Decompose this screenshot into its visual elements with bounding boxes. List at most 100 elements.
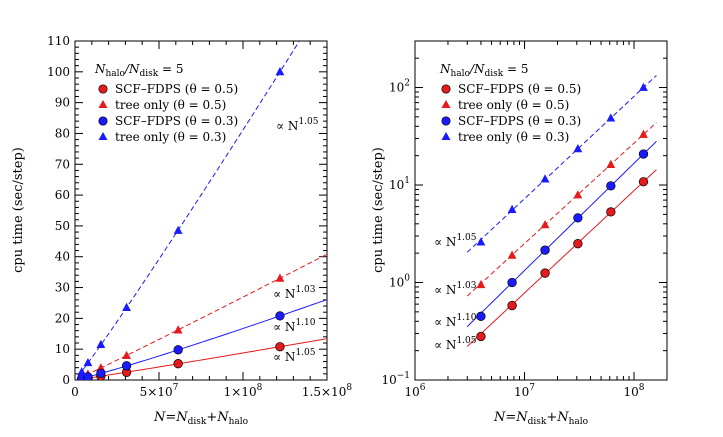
right-x-tick-label: 106 [404, 383, 425, 399]
right-legend-label-tree-05: tree only (θ = 0.5) [458, 98, 569, 112]
right-legend-header: Nhalo/Ndisk = 5 [439, 62, 529, 79]
right-point-scf-05 [573, 239, 583, 249]
left-legend-marker-scf-03 [98, 116, 108, 126]
right-legend-marker-scf-03 [441, 116, 451, 126]
left-legend: Nhalo/Ndisk = 5 SCF–FDPS (θ = 0.5) tree … [94, 62, 238, 144]
right-fit-line-tree-05 [466, 122, 657, 297]
left-legend-marker-scf-05 [98, 84, 108, 94]
right-point-tree-03 [639, 82, 648, 91]
right-ticks: 106 107 108 10−1 100 101 102 [381, 40, 668, 399]
right-point-scf-05 [606, 207, 616, 217]
right-point-tree-03 [606, 113, 616, 122]
right-point-scf-05 [476, 331, 486, 342]
right-point-scf-03 [507, 277, 517, 288]
right-markers [476, 82, 649, 342]
left-legend-entry-scf-05: SCF–FDPS (θ = 0.5) [98, 82, 238, 96]
left-legend-marker-tree-05 [98, 100, 108, 108]
left-legend-entry-scf-03: SCF–FDPS (θ = 0.3) [98, 114, 238, 128]
left-legend-header: Nhalo/Ndisk = 5 [94, 62, 184, 79]
right-legend: Nhalo/Ndisk = 5 SCF–FDPS (θ = 0.5) tree … [439, 62, 581, 144]
right-point-tree-03 [507, 204, 517, 213]
right-x-axis-label: N=Ndisk+Nhalo [493, 410, 588, 427]
left-point-tree-05 [122, 350, 131, 360]
right-y-tick-label: 100 [389, 274, 410, 290]
right-point-tree-03 [476, 237, 486, 246]
left-y-tick-label: 40 [55, 250, 70, 264]
right-legend-label-scf-05: SCF–FDPS (θ = 0.5) [458, 82, 581, 96]
left-legend-label-scf-05: SCF–FDPS (θ = 0.5) [115, 82, 238, 96]
left-point-tree-03 [275, 67, 285, 76]
left-y-tick-label: 80 [55, 126, 70, 140]
right-point-scf-05 [507, 300, 517, 311]
right-y-tick-label: 101 [389, 176, 410, 192]
left-point-tree-05 [275, 273, 285, 282]
right-point-tree-05 [573, 190, 583, 199]
right-x-tick-label: 108 [624, 383, 645, 399]
right-point-tree-05 [507, 250, 517, 259]
left-point-scf-05 [173, 359, 183, 369]
right-y-tick-label: 102 [389, 79, 410, 95]
left-annotation-tree-05: ∝ N1.03 [273, 285, 316, 301]
left-fit-line-tree-05 [78, 253, 327, 379]
left-point-tree-03 [96, 339, 106, 348]
left-legend-entry-tree-03: tree only (θ = 0.3) [98, 130, 226, 144]
left-legend-label-scf-03: SCF–FDPS (θ = 0.3) [115, 114, 238, 128]
right-point-tree-03 [573, 144, 583, 153]
right-chart: 106 107 108 10−1 100 101 102 cpu time (sec/ste… [371, 40, 668, 427]
right-legend-entry-scf-03: SCF–FDPS (θ = 0.3) [441, 114, 581, 128]
left-point-tree-03 [77, 367, 87, 376]
left-plot-frame [74, 40, 328, 381]
right-legend-marker-tree-05 [441, 100, 451, 108]
left-y-tick-label: 10 [55, 342, 70, 356]
right-legend-entry-tree-03: tree only (θ = 0.3) [441, 130, 569, 144]
left-point-scf-03 [275, 311, 285, 321]
left-legend-label-tree-05: tree only (θ = 0.5) [115, 98, 226, 112]
right-point-scf-03 [573, 213, 583, 223]
left-point-scf-03 [173, 345, 183, 355]
right-fit-line-tree-03 [466, 75, 657, 253]
left-legend-marker-tree-03 [98, 132, 108, 140]
right-annotation-tree-05: ∝ N1.03 [434, 281, 477, 297]
left-point-tree-03 [83, 357, 93, 367]
right-point-tree-03 [540, 174, 550, 183]
left-point-tree-03 [122, 302, 131, 311]
right-legend-label-tree-03: tree only (θ = 0.3) [458, 130, 569, 144]
left-y-tick-label: 100 [47, 65, 70, 79]
left-point-scf-03 [96, 368, 106, 379]
left-y-tick-label: 60 [55, 188, 70, 202]
right-point-scf-03 [540, 245, 550, 255]
right-legend-entry-tree-05: tree only (θ = 0.5) [441, 98, 569, 112]
right-point-scf-05 [540, 268, 550, 278]
left-x-tick-label: 1×108 [224, 383, 263, 399]
right-point-scf-05 [638, 177, 649, 187]
left-y-tick-label: 30 [55, 281, 70, 295]
left-y-tick-label: 0 [62, 373, 70, 387]
right-point-scf-03 [606, 181, 616, 191]
right-point-tree-05 [606, 159, 616, 168]
right-point-scf-03 [476, 311, 486, 321]
right-fit-lines [466, 75, 657, 347]
left-point-scf-05 [275, 342, 285, 352]
left-y-axis-label: cpu time (sec/step) [11, 147, 26, 273]
left-y-tick-label: 110 [47, 34, 70, 48]
left-legend-label-tree-03: tree only (θ = 0.3) [115, 130, 226, 144]
right-y-tick-label: 10−1 [381, 371, 410, 387]
right-point-tree-05 [476, 279, 486, 289]
right-point-tree-05 [540, 220, 550, 229]
left-y-tick-label: 50 [55, 219, 70, 233]
right-annotation-scf-03: ∝ N1.10 [434, 313, 477, 329]
right-annotation-tree-03: ∝ N1.05 [434, 233, 477, 249]
right-x-tick-label: 107 [514, 383, 535, 399]
right-fit-line-scf-05 [466, 169, 657, 347]
right-plot-frame [414, 40, 668, 381]
left-point-scf-03 [83, 372, 93, 380]
left-y-tick-label: 90 [55, 96, 70, 110]
left-x-tick-label: 0 [71, 385, 79, 399]
right-annotation-scf-05: ∝ N1.05 [434, 336, 477, 352]
left-fit-line-scf-03 [78, 299, 327, 380]
left-x-axis-label: N=Ndisk+Nhalo [153, 410, 248, 427]
left-markers [77, 67, 285, 380]
left-y-tick-label: 70 [55, 157, 70, 171]
right-y-axis-label: cpu time (sec/step) [371, 147, 386, 273]
